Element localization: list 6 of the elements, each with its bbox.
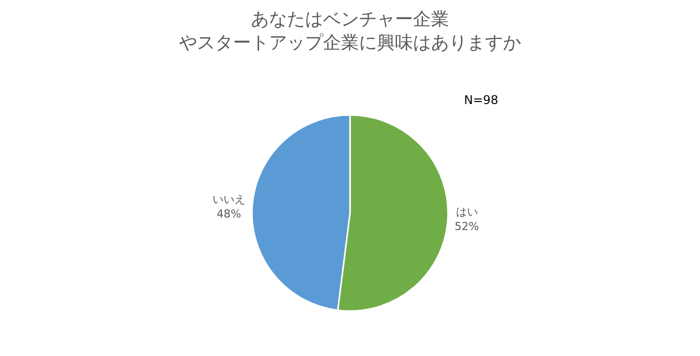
slice-label: はい bbox=[456, 206, 478, 219]
text: N=98 bbox=[464, 93, 498, 107]
chart-title: あなたはベンチャー企業やスタートアップ企業に興味はありますか bbox=[179, 8, 521, 54]
data-label: 52% bbox=[454, 220, 480, 233]
data-label: 48% bbox=[216, 207, 242, 220]
slice-label: いいえ bbox=[212, 193, 246, 206]
